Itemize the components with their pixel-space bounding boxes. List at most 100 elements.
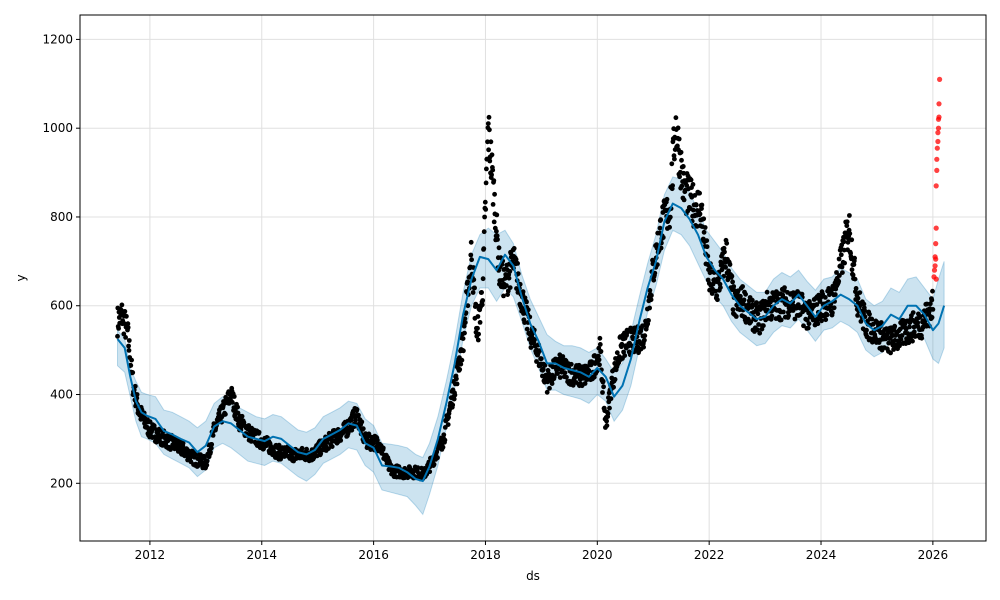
observed-point (702, 225, 708, 230)
observed-point (658, 217, 664, 223)
observed-point (520, 289, 526, 295)
observed-point (223, 411, 228, 417)
observed-point (495, 237, 500, 242)
observed-point (679, 157, 684, 163)
observed-point (231, 394, 237, 399)
observed-point (489, 152, 495, 158)
observed-point (122, 309, 128, 314)
observed-point (924, 301, 930, 307)
observed-point (755, 327, 760, 333)
observed-point (815, 321, 821, 327)
outlier-point (935, 130, 941, 136)
observed-point (123, 335, 128, 340)
observed-point (208, 449, 213, 455)
observed-point (562, 370, 568, 376)
observed-point (551, 374, 557, 380)
observed-point (677, 174, 682, 180)
outlier-point (935, 138, 941, 145)
observed-point (507, 285, 513, 290)
observed-point (630, 336, 636, 342)
observed-point (919, 335, 925, 341)
observed-point (216, 411, 222, 416)
observed-point (472, 285, 477, 291)
observed-point (600, 378, 606, 384)
observed-point (840, 270, 845, 275)
observed-point (349, 427, 355, 433)
observed-point (582, 381, 588, 386)
observed-point (740, 284, 745, 289)
outlier-point (934, 145, 940, 151)
observed-point (898, 337, 904, 342)
observed-point (532, 337, 537, 342)
observed-point (675, 125, 681, 131)
outlier-point (936, 114, 942, 120)
x-tick-label: 2020 (582, 548, 613, 562)
observed-point (491, 178, 497, 184)
observed-point (607, 405, 612, 411)
observed-point (722, 249, 727, 255)
observed-point (496, 245, 502, 251)
x-tick-label: 2026 (918, 548, 949, 562)
observed-point (202, 454, 208, 460)
observed-point (598, 349, 604, 354)
observed-point (836, 256, 842, 262)
observed-point (849, 267, 855, 273)
observed-point (757, 330, 763, 336)
observed-point (733, 314, 739, 319)
y-tick-label: 200 (50, 476, 73, 490)
observed-point (547, 385, 552, 391)
observed-point (850, 272, 856, 278)
observed-point (676, 136, 682, 142)
observed-point (641, 344, 646, 350)
observed-point (458, 361, 464, 367)
observed-point (600, 390, 605, 395)
observed-point (276, 442, 282, 448)
observed-point (469, 257, 474, 263)
observed-point (857, 290, 863, 295)
observed-point (911, 329, 917, 335)
observed-point (855, 313, 860, 318)
observed-point (126, 348, 132, 353)
observed-point (611, 384, 616, 390)
observed-point (477, 320, 483, 325)
observed-point (910, 338, 915, 344)
observed-point (769, 313, 775, 319)
observed-point (462, 320, 468, 325)
observed-point (126, 343, 131, 349)
x-axis-ticks: 2012 2014 2016 2018 2020 2022 2024 2026 (135, 541, 949, 562)
observed-point (806, 321, 812, 327)
observed-point (805, 325, 811, 331)
observed-point (692, 193, 698, 198)
observed-point (490, 167, 496, 173)
observed-point (580, 376, 586, 381)
observed-point (852, 276, 858, 282)
outlier-point (936, 101, 942, 107)
observed-point (515, 271, 521, 277)
observed-point (852, 255, 857, 261)
observed-point (690, 207, 696, 213)
observed-point (786, 313, 791, 319)
observed-point (116, 326, 121, 331)
observed-point (540, 366, 546, 372)
observed-point (557, 375, 563, 380)
observed-point (748, 319, 754, 325)
observed-point (468, 239, 474, 245)
outlier-point (931, 267, 938, 273)
observed-point (480, 298, 486, 303)
observed-point (483, 207, 489, 212)
observed-point (513, 257, 519, 262)
observed-point (457, 367, 463, 372)
observed-point (435, 455, 440, 461)
observed-point (690, 182, 696, 187)
observed-point (675, 143, 680, 149)
observed-point (673, 115, 679, 121)
observed-point (129, 357, 135, 363)
observed-point (544, 389, 550, 395)
observed-point (208, 445, 214, 451)
observed-point (847, 231, 853, 237)
observed-point (647, 288, 653, 293)
observed-point (822, 295, 828, 300)
y-axis-ticks: 200 400 600 800 1000 1200 (42, 32, 80, 490)
observed-point (730, 307, 736, 312)
observed-point (505, 292, 510, 297)
